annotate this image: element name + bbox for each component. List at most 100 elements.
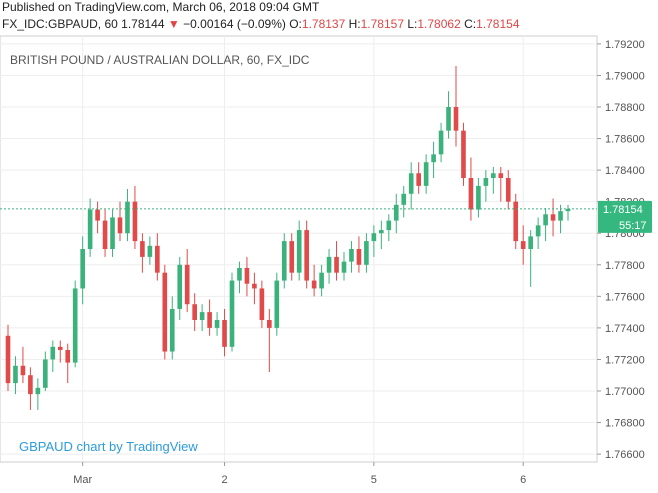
last-price-badge: [598, 200, 652, 233]
candle-body-down: [252, 283, 257, 289]
candle-body-down: [5, 335, 11, 384]
candle-body-down: [140, 241, 145, 257]
candle-body-down: [117, 217, 123, 234]
close-value: 1.78154: [476, 17, 520, 31]
y-tick-label: 1.79200: [605, 39, 645, 51]
symbol-quote-line: FX_IDC:GBPAUD, 60 1.78144 ▼ −0.00164 (−0…: [2, 17, 520, 31]
candle-body-up: [319, 272, 324, 289]
candle-body-down: [28, 375, 33, 395]
candle-body-down: [461, 130, 466, 178]
time-axis[interactable]: Mar 2 5 6: [73, 462, 526, 486]
candle-body-up: [386, 220, 392, 231]
candle-body-up: [491, 173, 496, 178]
plot-area-frame: [0, 35, 598, 463]
candle-body-down: [155, 245, 160, 273]
candle-body-down: [356, 249, 362, 265]
tradingview-watermark[interactable]: GBPAUD chart by TradingView: [19, 439, 198, 454]
candle-body-down: [311, 280, 317, 289]
candle-body-up: [379, 230, 384, 234]
candle-body-down: [453, 107, 459, 131]
candle-body-up: [274, 280, 280, 328]
candle-body-up: [401, 193, 407, 205]
y-tick-label: 1.77400: [605, 323, 645, 335]
candle-body-up: [281, 241, 287, 281]
candle-body-up: [528, 236, 533, 249]
candle-body-down: [244, 267, 250, 284]
candle-body-down: [222, 320, 227, 347]
candle-body-up: [326, 256, 332, 273]
y-tick-label: 1.77600: [605, 291, 645, 303]
candle-body-down: [513, 201, 519, 242]
candle-body-up: [214, 320, 220, 328]
published-caption: Published on TradingView.com, March 06, …: [2, 0, 320, 14]
high-label: H:: [348, 17, 361, 31]
x-tick-label: 5: [371, 474, 377, 486]
candle-body-down: [132, 201, 138, 242]
candle-body-up: [408, 173, 414, 194]
candle-body-down: [334, 256, 339, 273]
candle-body-up: [349, 249, 354, 262]
candle-body-up: [43, 359, 48, 388]
candle-body-down: [267, 320, 272, 328]
candle-body-up: [237, 267, 242, 281]
candle-body-down: [505, 178, 511, 202]
y-tick-label: 1.77000: [605, 386, 645, 398]
candle-body-up: [80, 249, 85, 289]
y-tick-label: 1.78800: [605, 102, 645, 114]
x-tick-label: 2: [221, 474, 227, 486]
candle-body-up: [147, 245, 153, 257]
last-price-badge-value: 1.78154: [603, 204, 643, 216]
candle-body-up: [87, 209, 93, 249]
candle-body-up: [199, 312, 205, 320]
candle-body-up: [169, 308, 175, 352]
candle-body-up: [476, 185, 481, 210]
down-arrow-icon: ▼: [167, 17, 180, 31]
y-tick-label: 1.77200: [605, 354, 645, 366]
chart-title: BRITISH POUND / AUSTRALIAN DOLLAR, 60, F…: [10, 53, 310, 67]
open-label: O:: [289, 17, 302, 31]
open-value: 1.78137: [301, 17, 346, 31]
candle-body-down: [57, 346, 63, 350]
candle-body-up: [446, 107, 451, 131]
low-label: L:: [407, 17, 418, 31]
candle-body-up: [177, 264, 183, 309]
candle-body-down: [20, 365, 26, 376]
y-tick-label: 1.77800: [605, 260, 645, 272]
candle-body-down: [184, 264, 190, 305]
price-axis[interactable]: 1.792001.790001.788001.786001.784001.782…: [597, 39, 645, 461]
y-tick-label: 1.79000: [605, 70, 645, 82]
candle-body-up: [558, 211, 563, 221]
grid-lines: [0, 36, 597, 462]
candle-body-down: [468, 178, 474, 210]
candle-body-up: [296, 230, 302, 273]
candle-body-up: [125, 201, 130, 234]
candle-body-down: [304, 230, 309, 281]
candle-body-down: [162, 272, 168, 352]
candle-body-up: [229, 280, 235, 347]
candle-body-up: [565, 208, 571, 212]
candle-body-down: [416, 173, 421, 186]
candle-body-up: [341, 261, 347, 273]
candle-body-up: [371, 233, 377, 242]
candle-body-up: [423, 162, 429, 186]
candle-body-up: [535, 225, 541, 237]
candle-body-down: [207, 312, 212, 328]
candle-body-down: [498, 173, 504, 178]
candle-body-down: [259, 288, 265, 320]
candle-body-down: [65, 349, 71, 363]
y-tick-label: 1.76600: [605, 449, 645, 461]
x-tick-label: 6: [520, 474, 526, 486]
candle-body-down: [289, 241, 295, 273]
bar-countdown: 55:17: [619, 220, 647, 232]
y-tick-label: 1.78600: [605, 134, 645, 146]
y-tick-label: 1.76800: [605, 418, 645, 430]
candle-body-up: [483, 178, 489, 186]
candle-body-down: [95, 209, 100, 221]
candle-body-up: [35, 387, 41, 395]
candle-body-up: [543, 214, 548, 226]
y-tick-label: 1.78400: [605, 165, 645, 177]
candle-body-up: [438, 130, 444, 155]
candle-body-up: [50, 346, 56, 360]
high-value: 1.78157: [360, 17, 405, 31]
